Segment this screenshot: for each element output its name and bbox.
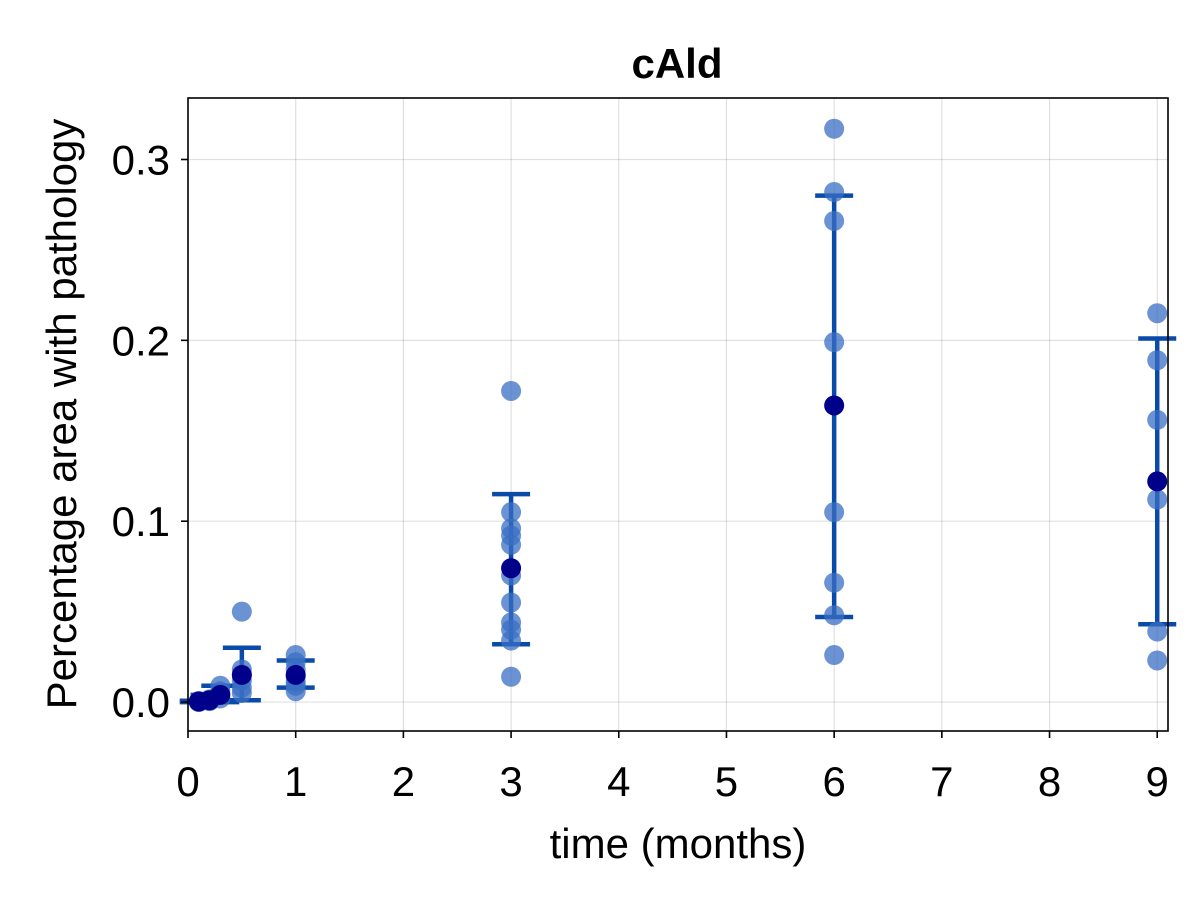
mean-point	[824, 395, 845, 416]
x-tick-label: 9	[1146, 758, 1169, 805]
x-tick-label: 6	[822, 758, 845, 805]
x-tick-label: 3	[499, 758, 522, 805]
data-point	[231, 683, 252, 704]
data-point	[1147, 303, 1168, 324]
data-point	[231, 601, 252, 622]
data-point	[824, 502, 845, 523]
x-tick-label: 8	[1038, 758, 1061, 805]
data-point	[501, 630, 522, 651]
x-axis-ticks: 0 1 2 3 4 5 6 7 8 9	[176, 731, 1169, 805]
mean-point	[1147, 471, 1168, 492]
data-point	[285, 681, 306, 702]
data-point	[824, 645, 845, 666]
data-point	[1147, 350, 1168, 371]
error-bars	[179, 193, 1177, 705]
y-tick-label: 0.0	[112, 679, 170, 726]
plot-frame	[187, 97, 1169, 732]
chart-title: cAld	[631, 40, 722, 87]
data-point	[501, 666, 522, 687]
y-tick-label: 0.1	[112, 498, 170, 545]
mean-point	[210, 684, 231, 705]
data-point	[824, 182, 845, 203]
data-point	[824, 572, 845, 593]
data-point	[824, 605, 845, 626]
y-axis-label: Percentage area with pathology	[38, 119, 85, 710]
data-point	[1147, 489, 1168, 510]
y-tick-label: 0.2	[112, 317, 170, 364]
mean-point	[285, 664, 306, 685]
x-tick-label: 2	[392, 758, 415, 805]
data-points	[188, 118, 1168, 713]
data-point	[501, 380, 522, 401]
y-tick-label: 0.3	[112, 136, 170, 183]
mean-points	[188, 395, 1168, 712]
data-point	[824, 210, 845, 231]
x-tick-label: 7	[930, 758, 953, 805]
mean-point	[231, 664, 252, 685]
data-point	[501, 592, 522, 613]
data-point	[501, 502, 522, 523]
data-point	[824, 118, 845, 139]
x-tick-label: 5	[715, 758, 738, 805]
data-point	[501, 534, 522, 555]
x-tick-label: 0	[176, 758, 199, 805]
x-tick-label: 4	[607, 758, 630, 805]
data-point	[1147, 650, 1168, 671]
data-point	[1147, 409, 1168, 430]
x-axis-label: time (months)	[550, 820, 807, 867]
grid	[187, 98, 1168, 731]
mean-point	[501, 558, 522, 579]
data-point	[824, 332, 845, 353]
data-point	[1147, 621, 1168, 642]
x-tick-label: 1	[284, 758, 307, 805]
y-axis-ticks: 0.0 0.1 0.2 0.3	[112, 136, 188, 726]
